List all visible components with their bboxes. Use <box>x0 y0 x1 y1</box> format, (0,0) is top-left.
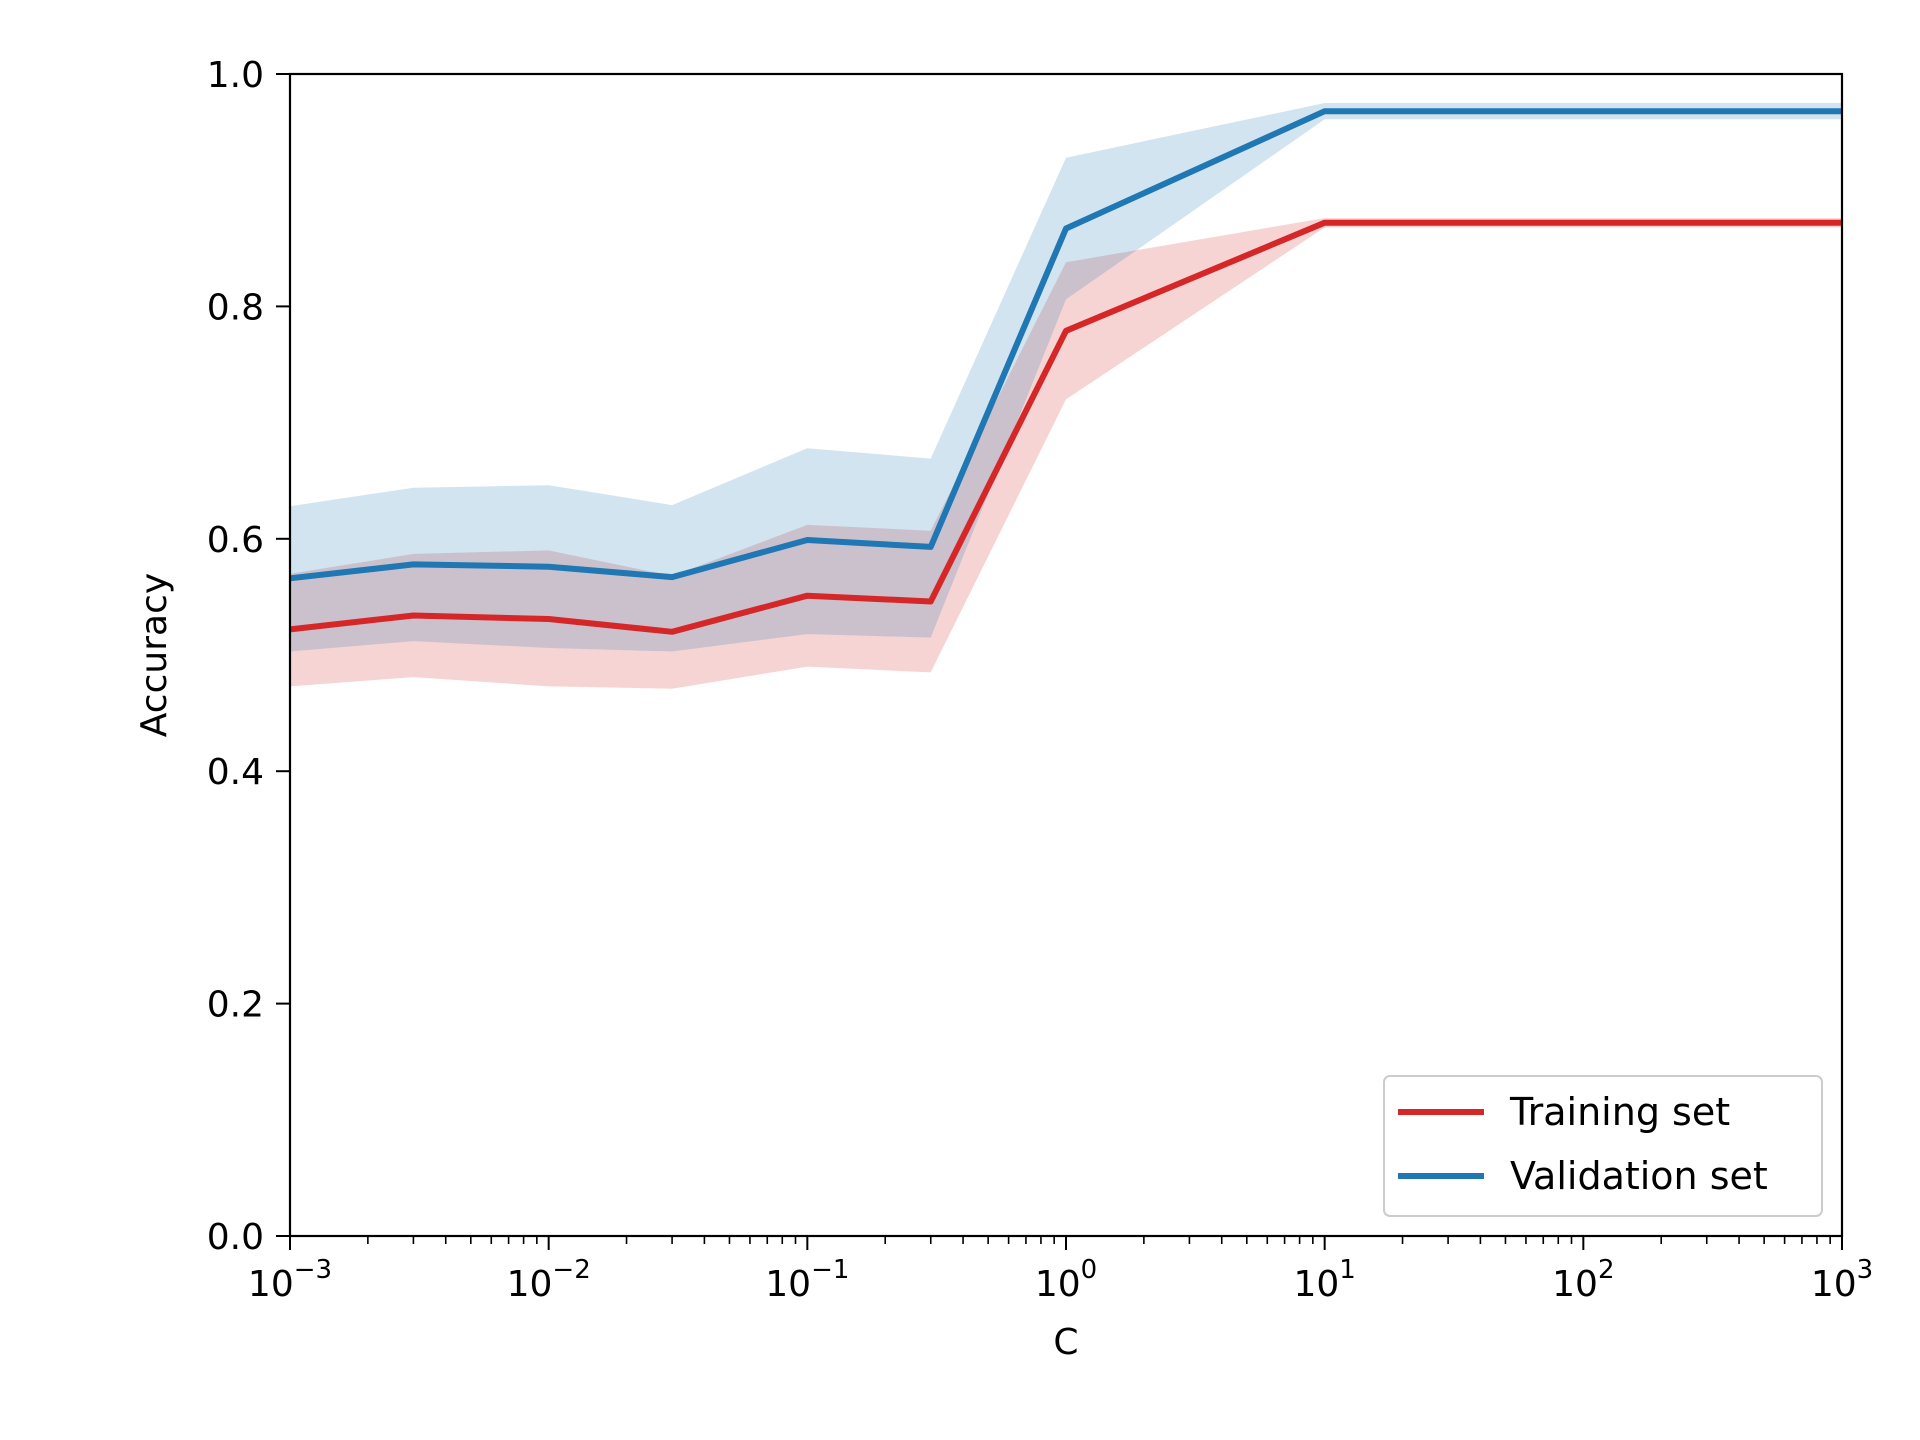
data-point <box>930 601 931 602</box>
data-point <box>807 595 808 596</box>
y-tick-label: 0.6 <box>207 520 264 561</box>
x-tick-label: 10−3 <box>248 1255 332 1305</box>
data-point <box>807 540 808 541</box>
confidence-band-1 <box>290 103 1842 652</box>
series-lines <box>289 108 1842 635</box>
y-tick-label: 1.0 <box>207 55 264 96</box>
confidence-bands <box>290 103 1842 689</box>
y-axis: 0.0 0.2 0.4 0.6 0.8 1.0 <box>207 55 290 1258</box>
data-point <box>1324 222 1325 223</box>
data-point <box>1583 111 1584 112</box>
data-point <box>1066 228 1067 229</box>
y-tick-label: 0.0 <box>207 1217 264 1258</box>
data-point <box>413 615 414 616</box>
x-tick-label: 100 <box>1035 1255 1097 1305</box>
legend-label-0: Training set <box>1509 1090 1730 1134</box>
y-tick-label: 0.2 <box>207 985 264 1026</box>
data-point <box>672 631 673 632</box>
x-tick-label: 101 <box>1293 1255 1355 1305</box>
legend: Training set Validation set <box>1383 1075 1823 1217</box>
x-tick-label: 10−1 <box>765 1255 849 1305</box>
data-point <box>1583 222 1584 223</box>
y-axis-title: Accuracy <box>134 573 175 737</box>
x-axis: 10−3 10−2 10−1 100 101 102 103 <box>248 1236 1873 1305</box>
data-point <box>1324 111 1325 112</box>
data-point <box>413 564 414 565</box>
x-tick-label: 103 <box>1811 1255 1873 1305</box>
y-tick-label: 0.8 <box>207 287 264 328</box>
data-point <box>930 546 931 547</box>
data-point <box>1066 330 1067 331</box>
x-axis-title: C <box>1053 1322 1078 1363</box>
legend-box <box>1383 1075 1823 1217</box>
confidence-band-0 <box>290 218 1842 689</box>
data-point <box>548 566 549 567</box>
data-point <box>672 577 673 578</box>
series-line-1 <box>289 108 1842 582</box>
x-tick-label: 102 <box>1552 1255 1614 1305</box>
y-tick-label: 0.4 <box>207 752 264 793</box>
x-tick-label: 10−2 <box>507 1255 591 1305</box>
data-point <box>548 619 549 620</box>
legend-label-1: Validation set <box>1510 1154 1768 1198</box>
series-line-0 <box>289 219 1842 635</box>
